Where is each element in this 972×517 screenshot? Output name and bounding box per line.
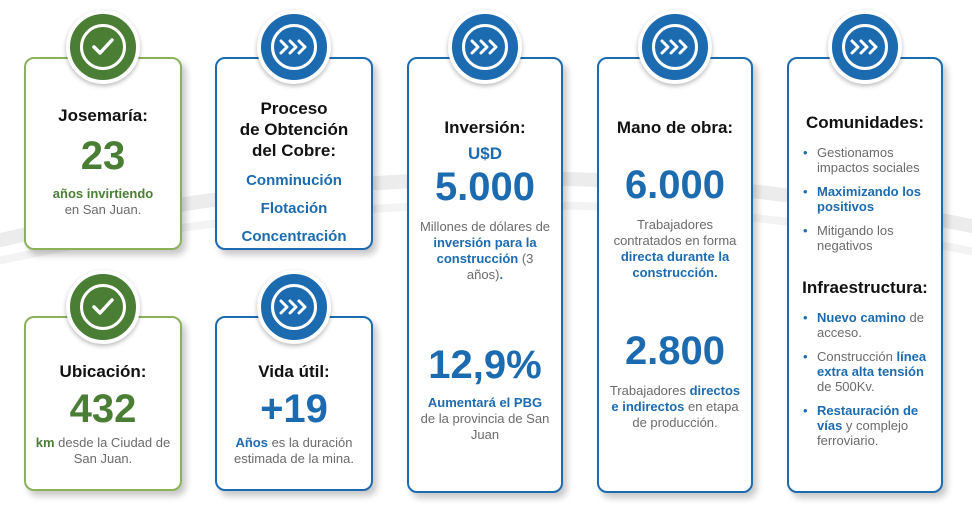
- comunidades-item-3: Mitigando los negativos: [817, 223, 894, 253]
- infra-item-1-bold: Nuevo camino: [817, 310, 906, 325]
- vida-util-desc-bold: Años: [235, 435, 268, 450]
- infra-item-2-bold: línea extra alta tensión: [817, 349, 927, 379]
- chevrons-icon: [279, 299, 307, 315]
- inversion-desc-2-text: de la provincia de San Juan: [420, 411, 550, 442]
- mano-obra-value: 6.000: [624, 163, 726, 207]
- comunidades-item-1: Gestionamos impactos sociales: [817, 145, 920, 175]
- josemaria-desc-bold: años invirtiendo: [52, 186, 154, 201]
- vida-util-desc-text: es la duración estimada de la mina.: [234, 435, 354, 466]
- ubicacion-title: Ubicación:: [59, 362, 147, 381]
- infra-item-2-text: Construcción: [817, 349, 897, 364]
- infra-item-1-text: de acceso.: [817, 310, 924, 340]
- mano-obra-desc-2-pre: Trabajadores: [609, 383, 690, 398]
- inversion-card: Inversión: U$D 5.000 Millones de dólares…: [407, 57, 563, 493]
- check-icon: [92, 38, 114, 55]
- chevrons-icon: [850, 39, 878, 55]
- inversion-desc-post: (3 años): [466, 251, 534, 282]
- ubicacion-desc-bold: km: [35, 435, 55, 450]
- josemaria-value: 23: [80, 134, 126, 178]
- josemaria-badge: [66, 10, 140, 84]
- ubicacion-value: 432: [69, 387, 137, 431]
- comunidades-card: Comunidades: Gestionamos impactos social…: [787, 57, 943, 493]
- mano-obra-title: Mano de obra:: [616, 118, 734, 137]
- check-icon: [92, 298, 114, 315]
- inversion-title: Inversión:: [444, 118, 526, 137]
- list-item: Mitigando los negativos: [801, 223, 933, 253]
- list-item: Restauración de vías y complejo ferrovia…: [801, 403, 933, 448]
- vida-util-desc: Años es la duración estimada de la mina.: [217, 435, 371, 467]
- proceso-title: Proceso de Obtención del Cobre:: [217, 98, 371, 161]
- list-item: Construcción línea extra alta tensión de…: [801, 349, 933, 394]
- josemaria-title: Josemaría:: [58, 106, 148, 125]
- proceso-title-line-3: del Cobre:: [251, 141, 337, 160]
- chevrons-icon: [470, 39, 498, 55]
- vida-util-title: Vida útil:: [258, 362, 330, 381]
- infraestructura-list: Nuevo camino de acceso. Construcción lín…: [801, 310, 933, 448]
- mano-obra-value-2: 2.800: [624, 329, 726, 373]
- mano-obra-badge: [638, 10, 712, 84]
- proceso-card: Proceso de Obtención del Cobre: Conminuc…: [215, 57, 373, 250]
- proceso-steps: Conminución Flotación Concentración: [217, 167, 371, 251]
- comunidades-item-2: Maximizando los positivos: [817, 184, 922, 214]
- ubicacion-desc: km desde la Ciudad de San Juan.: [26, 435, 180, 467]
- inversion-desc-2: Aumentará el PBG de la provincia de San …: [409, 395, 561, 443]
- chevrons-icon: [279, 39, 307, 55]
- infra-item-3-text: y complejo ferroviario.: [817, 418, 909, 448]
- inversion-desc-pre: Millones de dólares de: [419, 219, 551, 234]
- infra-item-3-bold: Restauración de vías: [817, 403, 919, 433]
- inversion-desc-bold: inversión para la construcción: [433, 235, 537, 266]
- proceso-title-line-1: Proceso: [260, 99, 328, 118]
- proceso-title-line-2: de Obtención: [239, 120, 349, 139]
- inversion-desc-end: .: [499, 267, 504, 282]
- proceso-badge: [257, 10, 331, 84]
- inversion-currency: U$D: [467, 144, 502, 163]
- mano-obra-desc-2: Trabajadores directos e indirectos en et…: [599, 383, 751, 431]
- list-item: Gestionamos impactos sociales: [801, 145, 933, 175]
- mano-obra-desc-pre: Trabajadores contratados en forma: [613, 217, 737, 248]
- mano-obra-desc: Trabajadores contratados en forma direct…: [599, 217, 751, 281]
- vida-util-card: Vida útil: +19 Años es la duración estim…: [215, 316, 373, 491]
- proceso-step-1: Conminución: [246, 172, 342, 189]
- chevrons-icon: [660, 39, 688, 55]
- inversion-badge: [448, 10, 522, 84]
- mano-obra-desc-bold: directa durante la construcción.: [620, 249, 730, 280]
- vida-util-badge: [257, 270, 331, 344]
- josemaria-desc-text: en San Juan.: [64, 202, 142, 217]
- mano-obra-desc-2-bold: directos e indirectos: [611, 383, 741, 414]
- proceso-step-2: Flotación: [260, 200, 328, 217]
- mano-obra-card: Mano de obra: 6.000 Trabajadores contrat…: [597, 57, 753, 493]
- list-item: Maximizando los positivos: [801, 184, 933, 214]
- comunidades-list: Gestionamos impactos sociales Maximizand…: [801, 145, 933, 253]
- comunidades-badge: [828, 10, 902, 84]
- proceso-step-3: Concentración: [241, 228, 347, 245]
- vida-util-value: +19: [260, 387, 328, 431]
- comunidades-title: Comunidades:: [805, 113, 925, 132]
- infraestructura-title: Infraestructura:: [802, 278, 928, 297]
- josemaria-card: Josemaría: 23 años invirtiendo en San Ju…: [24, 57, 182, 250]
- inversion-value: 5.000: [434, 165, 536, 209]
- infra-item-2-text2: de 500Kv.: [817, 379, 875, 394]
- josemaria-desc: años invirtiendo en San Juan.: [26, 186, 180, 218]
- ubicacion-desc-text: desde la Ciudad de San Juan.: [54, 435, 171, 466]
- inversion-value-2: 12,9%: [428, 343, 542, 387]
- inversion-desc: Millones de dólares de inversión para la…: [409, 219, 561, 283]
- inversion-desc-2-bold: Aumentará el PBG: [427, 395, 543, 410]
- list-item: Nuevo camino de acceso.: [801, 310, 933, 340]
- ubicacion-badge: [66, 270, 140, 344]
- mano-obra-desc-2-post: en etapa de producción.: [632, 399, 739, 430]
